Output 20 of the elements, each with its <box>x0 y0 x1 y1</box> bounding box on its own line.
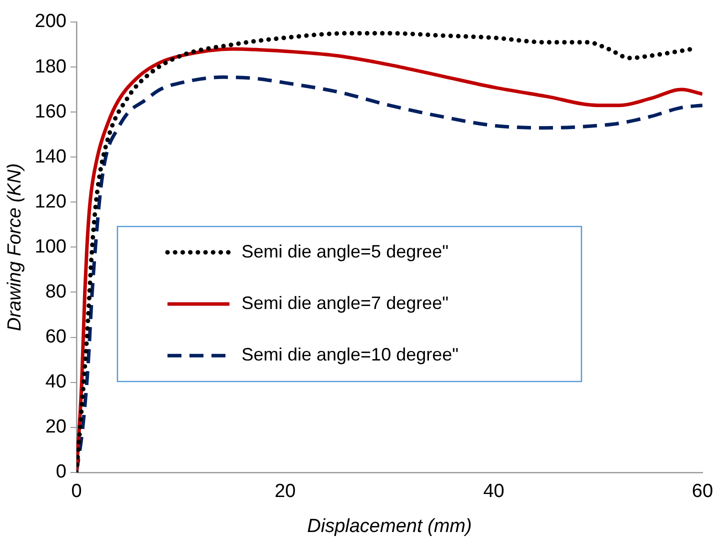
y-tick-label: 180 <box>34 56 66 78</box>
legend-label: Semi die angle=10 degree" <box>241 344 459 365</box>
x-tick-label: 40 <box>483 481 504 502</box>
legend-label: Semi die angle=7 degree" <box>241 292 449 313</box>
x-tick-label: 20 <box>274 481 296 502</box>
y-tick-label: 140 <box>34 146 66 168</box>
y-tick-label: 60 <box>45 326 66 348</box>
y-tick-label: 160 <box>34 101 66 122</box>
y-tick-label: 80 <box>45 281 66 302</box>
x-tick-label: 0 <box>71 481 82 502</box>
y-tick-label: 120 <box>34 191 66 212</box>
y-tick-label: 0 <box>56 462 66 483</box>
y-axis-title: Drawing Force (KN) <box>4 163 26 332</box>
x-axis-title: Displacement (mm) <box>307 516 472 537</box>
y-tick-label: 100 <box>34 236 66 258</box>
legend-label: Semi die angle=5 degree" <box>241 241 449 262</box>
y-tick-label: 40 <box>45 372 66 393</box>
x-tick-label: 60 <box>692 481 714 502</box>
y-tick-label: 200 <box>34 11 66 32</box>
y-tick-label: 20 <box>45 416 66 438</box>
